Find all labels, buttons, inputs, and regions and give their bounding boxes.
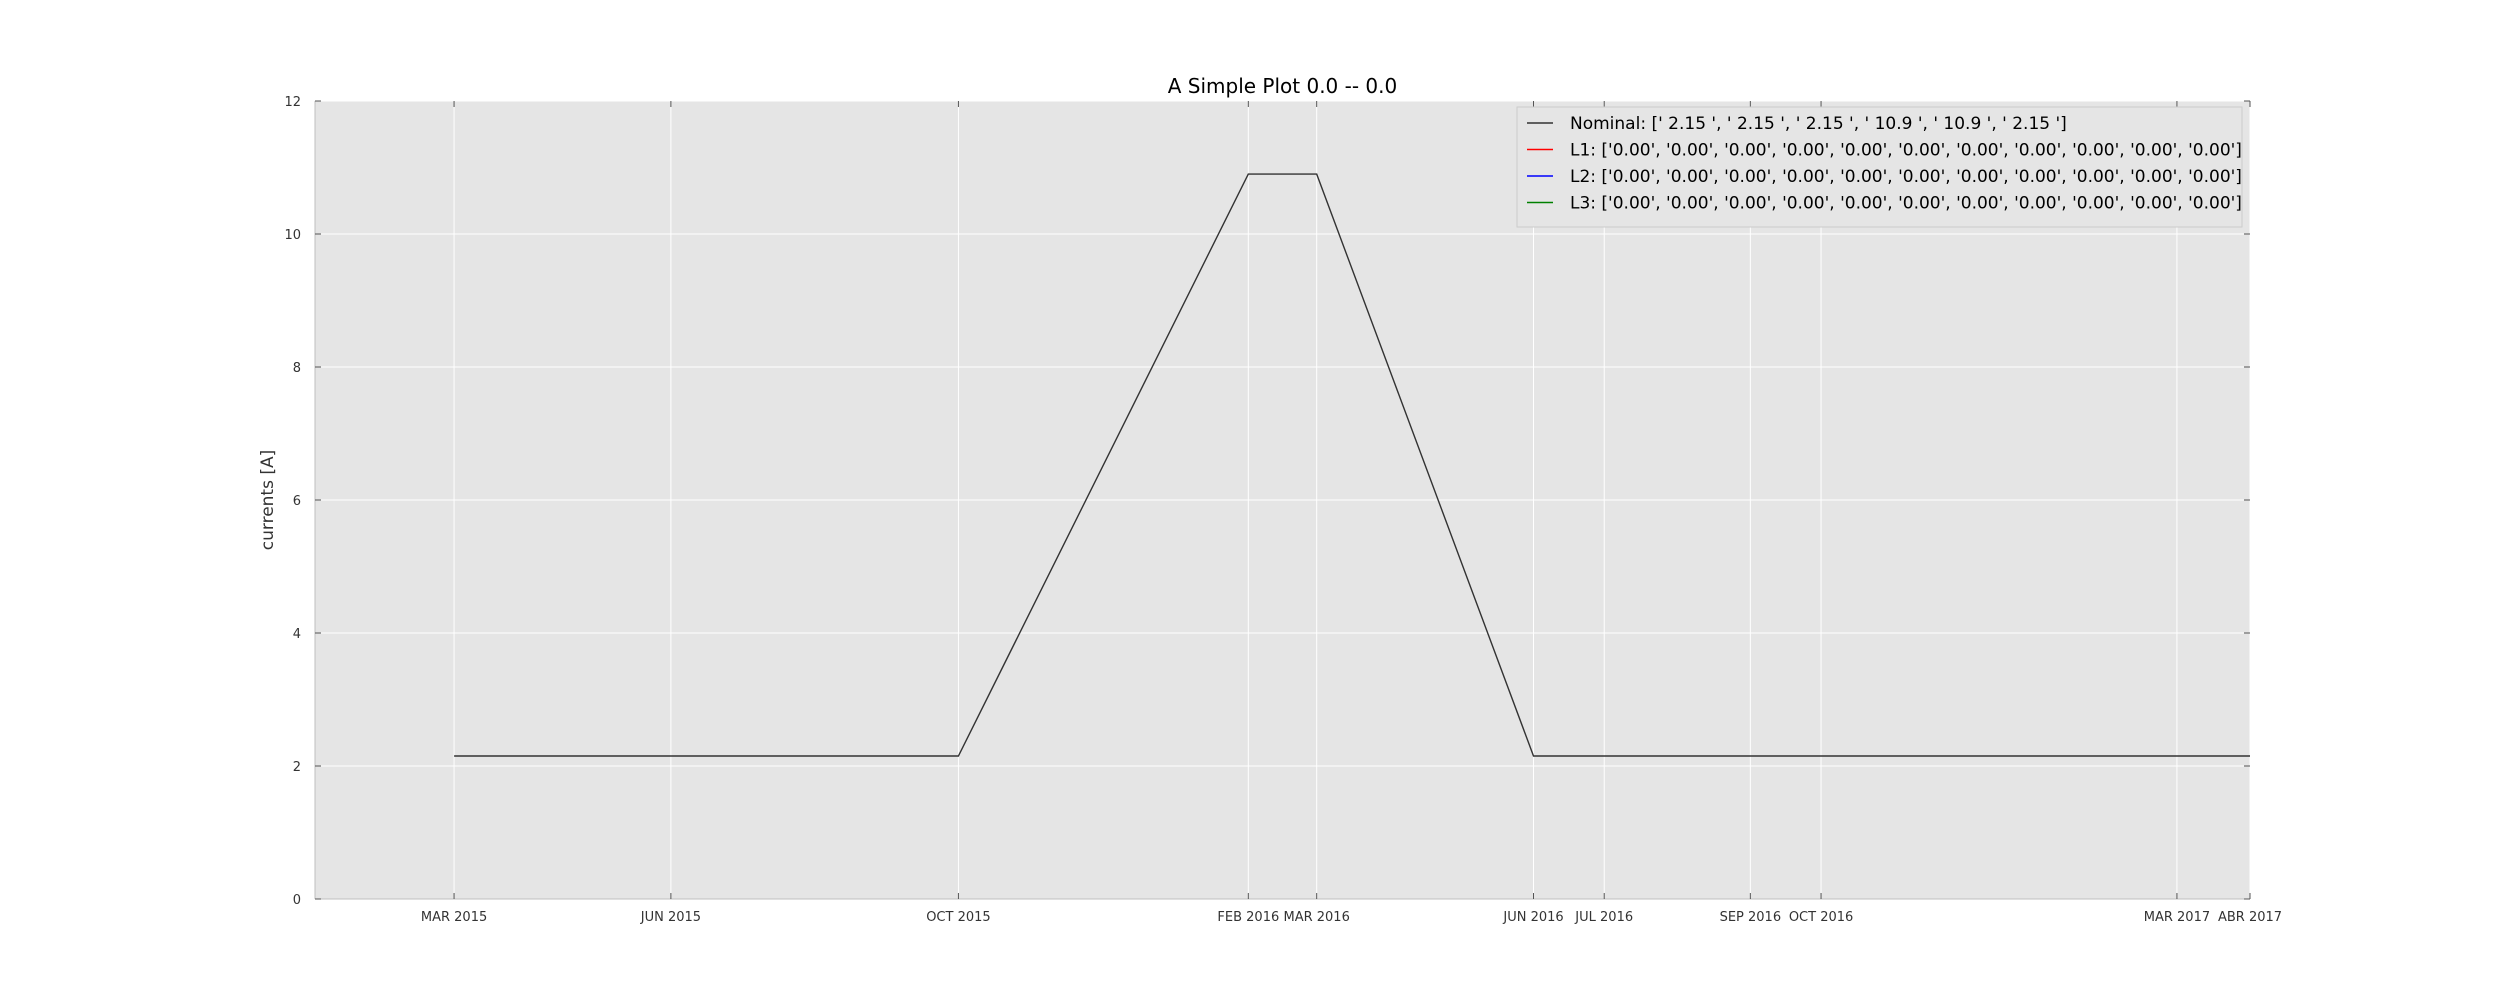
x-tick-label: FEB 2016 bbox=[1217, 910, 1279, 925]
legend-entry: L1: ['0.00', '0.00', '0.00', '0.00', '0.… bbox=[1570, 141, 2242, 161]
x-tick-label: JUN 2016 bbox=[1502, 910, 1563, 925]
x-tick-label: MAR 2017 bbox=[2144, 910, 2210, 925]
y-tick-label: 10 bbox=[284, 228, 301, 243]
y-tick-label: 2 bbox=[293, 760, 301, 775]
y-tick-label: 12 bbox=[284, 95, 301, 110]
x-tick-label: ABR 2017 bbox=[2218, 910, 2282, 925]
legend-box bbox=[1516, 106, 2243, 228]
x-tick-label: MAR 2015 bbox=[421, 910, 487, 925]
legend-entry: L2: ['0.00', '0.00', '0.00', '0.00', '0.… bbox=[1570, 167, 2242, 187]
x-tick-label: SEP 2016 bbox=[1720, 910, 1782, 925]
y-tick-label: 8 bbox=[293, 361, 301, 376]
legend-entry: Nominal: [' 2.15 ', ' 2.15 ', ' 2.15 ', … bbox=[1570, 114, 2067, 134]
series-lines bbox=[454, 173, 2250, 757]
y-tick-label: 4 bbox=[293, 627, 301, 642]
legend: Nominal: [' 2.15 ', ' 2.15 ', ' 2.15 ', … bbox=[1516, 106, 2243, 228]
x-tick-label: JUL 2016 bbox=[1574, 910, 1633, 925]
y-axis-title: currents [A] bbox=[258, 450, 278, 550]
y-axis-ticks: 0 2 4 6 8 10 12 bbox=[284, 95, 2250, 908]
y-tick-label: 6 bbox=[293, 494, 301, 509]
x-tick-label: JUN 2015 bbox=[640, 910, 701, 925]
x-tick-label: MAR 2016 bbox=[1283, 910, 1349, 925]
x-tick-label: OCT 2016 bbox=[1789, 910, 1853, 925]
series-line bbox=[454, 173, 2250, 757]
x-tick-label: OCT 2015 bbox=[926, 910, 990, 925]
grid bbox=[315, 100, 2251, 900]
x-axis-ticks: MAR 2015 JUN 2015 OCT 2015 FEB 2016 MAR 2016… bbox=[421, 101, 2282, 925]
y-tick-label: 0 bbox=[293, 893, 301, 908]
chart-title: A Simple Plot 0.0 -- 0.0 bbox=[1168, 74, 1398, 98]
legend-entry: L3: ['0.00', '0.00', '0.00', '0.00', '0.… bbox=[1570, 194, 2242, 214]
